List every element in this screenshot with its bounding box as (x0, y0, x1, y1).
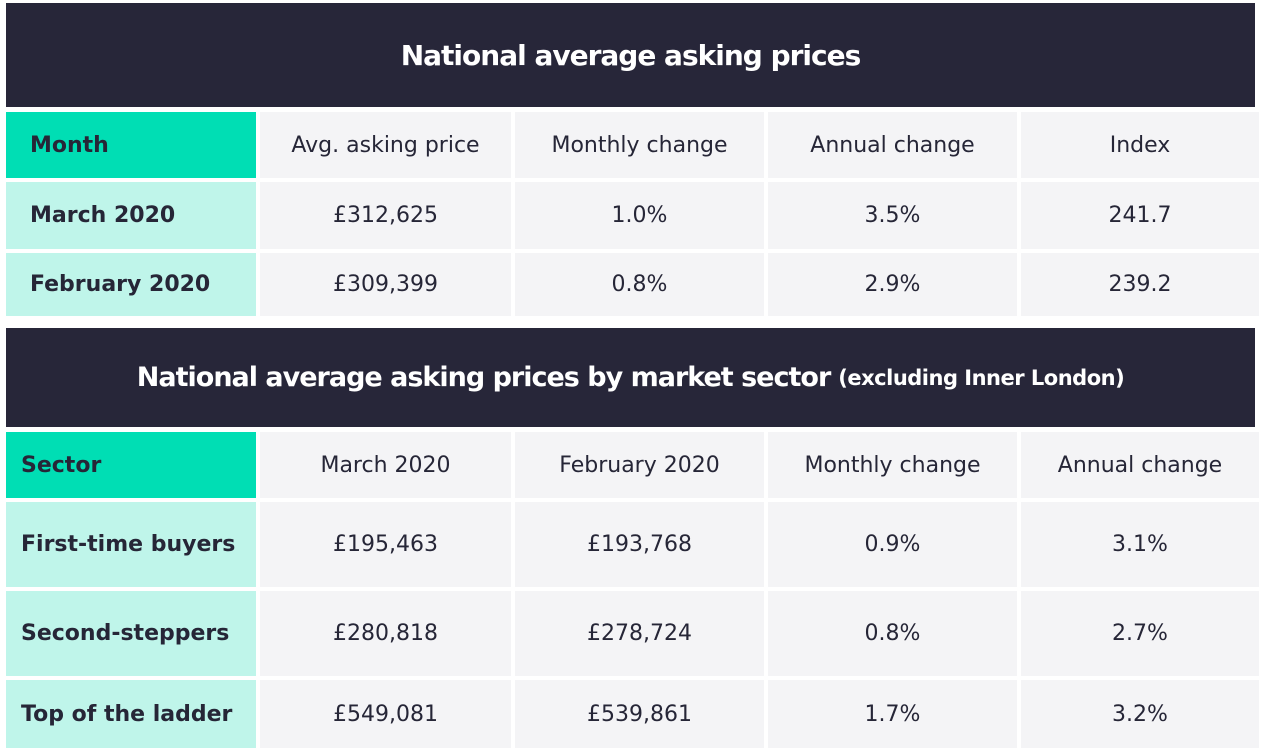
table2-header-february-2020: February 2020 (515, 432, 764, 498)
table2-cell: £280,818 (260, 591, 511, 676)
table1-cell: 241.7 (1021, 182, 1259, 249)
table2-header-monthly-change: Monthly change (768, 432, 1017, 498)
market-sector-table: Sector March 2020 February 2020 Monthly … (6, 432, 1259, 748)
table1-cell: 1.0% (515, 182, 764, 249)
table1-row-label: February 2020 (6, 253, 256, 316)
table1-title-banner: National average asking prices (6, 3, 1255, 107)
table1-cell: 0.8% (515, 253, 764, 316)
table1-cell: £312,625 (260, 182, 511, 249)
table1-header-annual-change: Annual change (768, 112, 1017, 178)
table2-cell: £549,081 (260, 680, 511, 748)
table2-cell: 3.2% (1021, 680, 1259, 748)
table2-row-label: Second-steppers (6, 591, 256, 676)
table1-header-month: Month (6, 112, 256, 178)
table1-cell: £309,399 (260, 253, 511, 316)
table2-row-label: First-time buyers (6, 502, 256, 587)
table2-cell: 3.1% (1021, 502, 1259, 587)
table1-header-avg-asking-price: Avg. asking price (260, 112, 511, 178)
table1-header-index: Index (1021, 112, 1259, 178)
table2-cell: 0.9% (768, 502, 1017, 587)
table2-subtitle: (excluding Inner London) (838, 365, 1125, 390)
table2-cell: 0.8% (768, 591, 1017, 676)
table2-cell: 1.7% (768, 680, 1017, 748)
table1-cell: 239.2 (1021, 253, 1259, 316)
table2-row-label: Top of the ladder (6, 680, 256, 748)
table1-title: National average asking prices (400, 38, 862, 72)
table2-header-annual-change: Annual change (1021, 432, 1259, 498)
table1-row-label: March 2020 (6, 182, 256, 249)
table2-header-march-2020: March 2020 (260, 432, 511, 498)
table2-cell: £539,861 (515, 680, 764, 748)
table2-cell: 2.7% (1021, 591, 1259, 676)
table2-header-sector: Sector (6, 432, 256, 498)
table1-cell: 2.9% (768, 253, 1017, 316)
table1-cell: 3.5% (768, 182, 1017, 249)
table1-header-monthly-change: Monthly change (515, 112, 764, 178)
table2-title-banner: National average asking prices by market… (6, 328, 1255, 427)
table2-cell: £278,724 (515, 591, 764, 676)
table2-title: National average asking prices by market… (136, 362, 831, 393)
table2-cell: £195,463 (260, 502, 511, 587)
table2-cell: £193,768 (515, 502, 764, 587)
asking-prices-table: Month Avg. asking price Monthly change A… (6, 112, 1259, 316)
